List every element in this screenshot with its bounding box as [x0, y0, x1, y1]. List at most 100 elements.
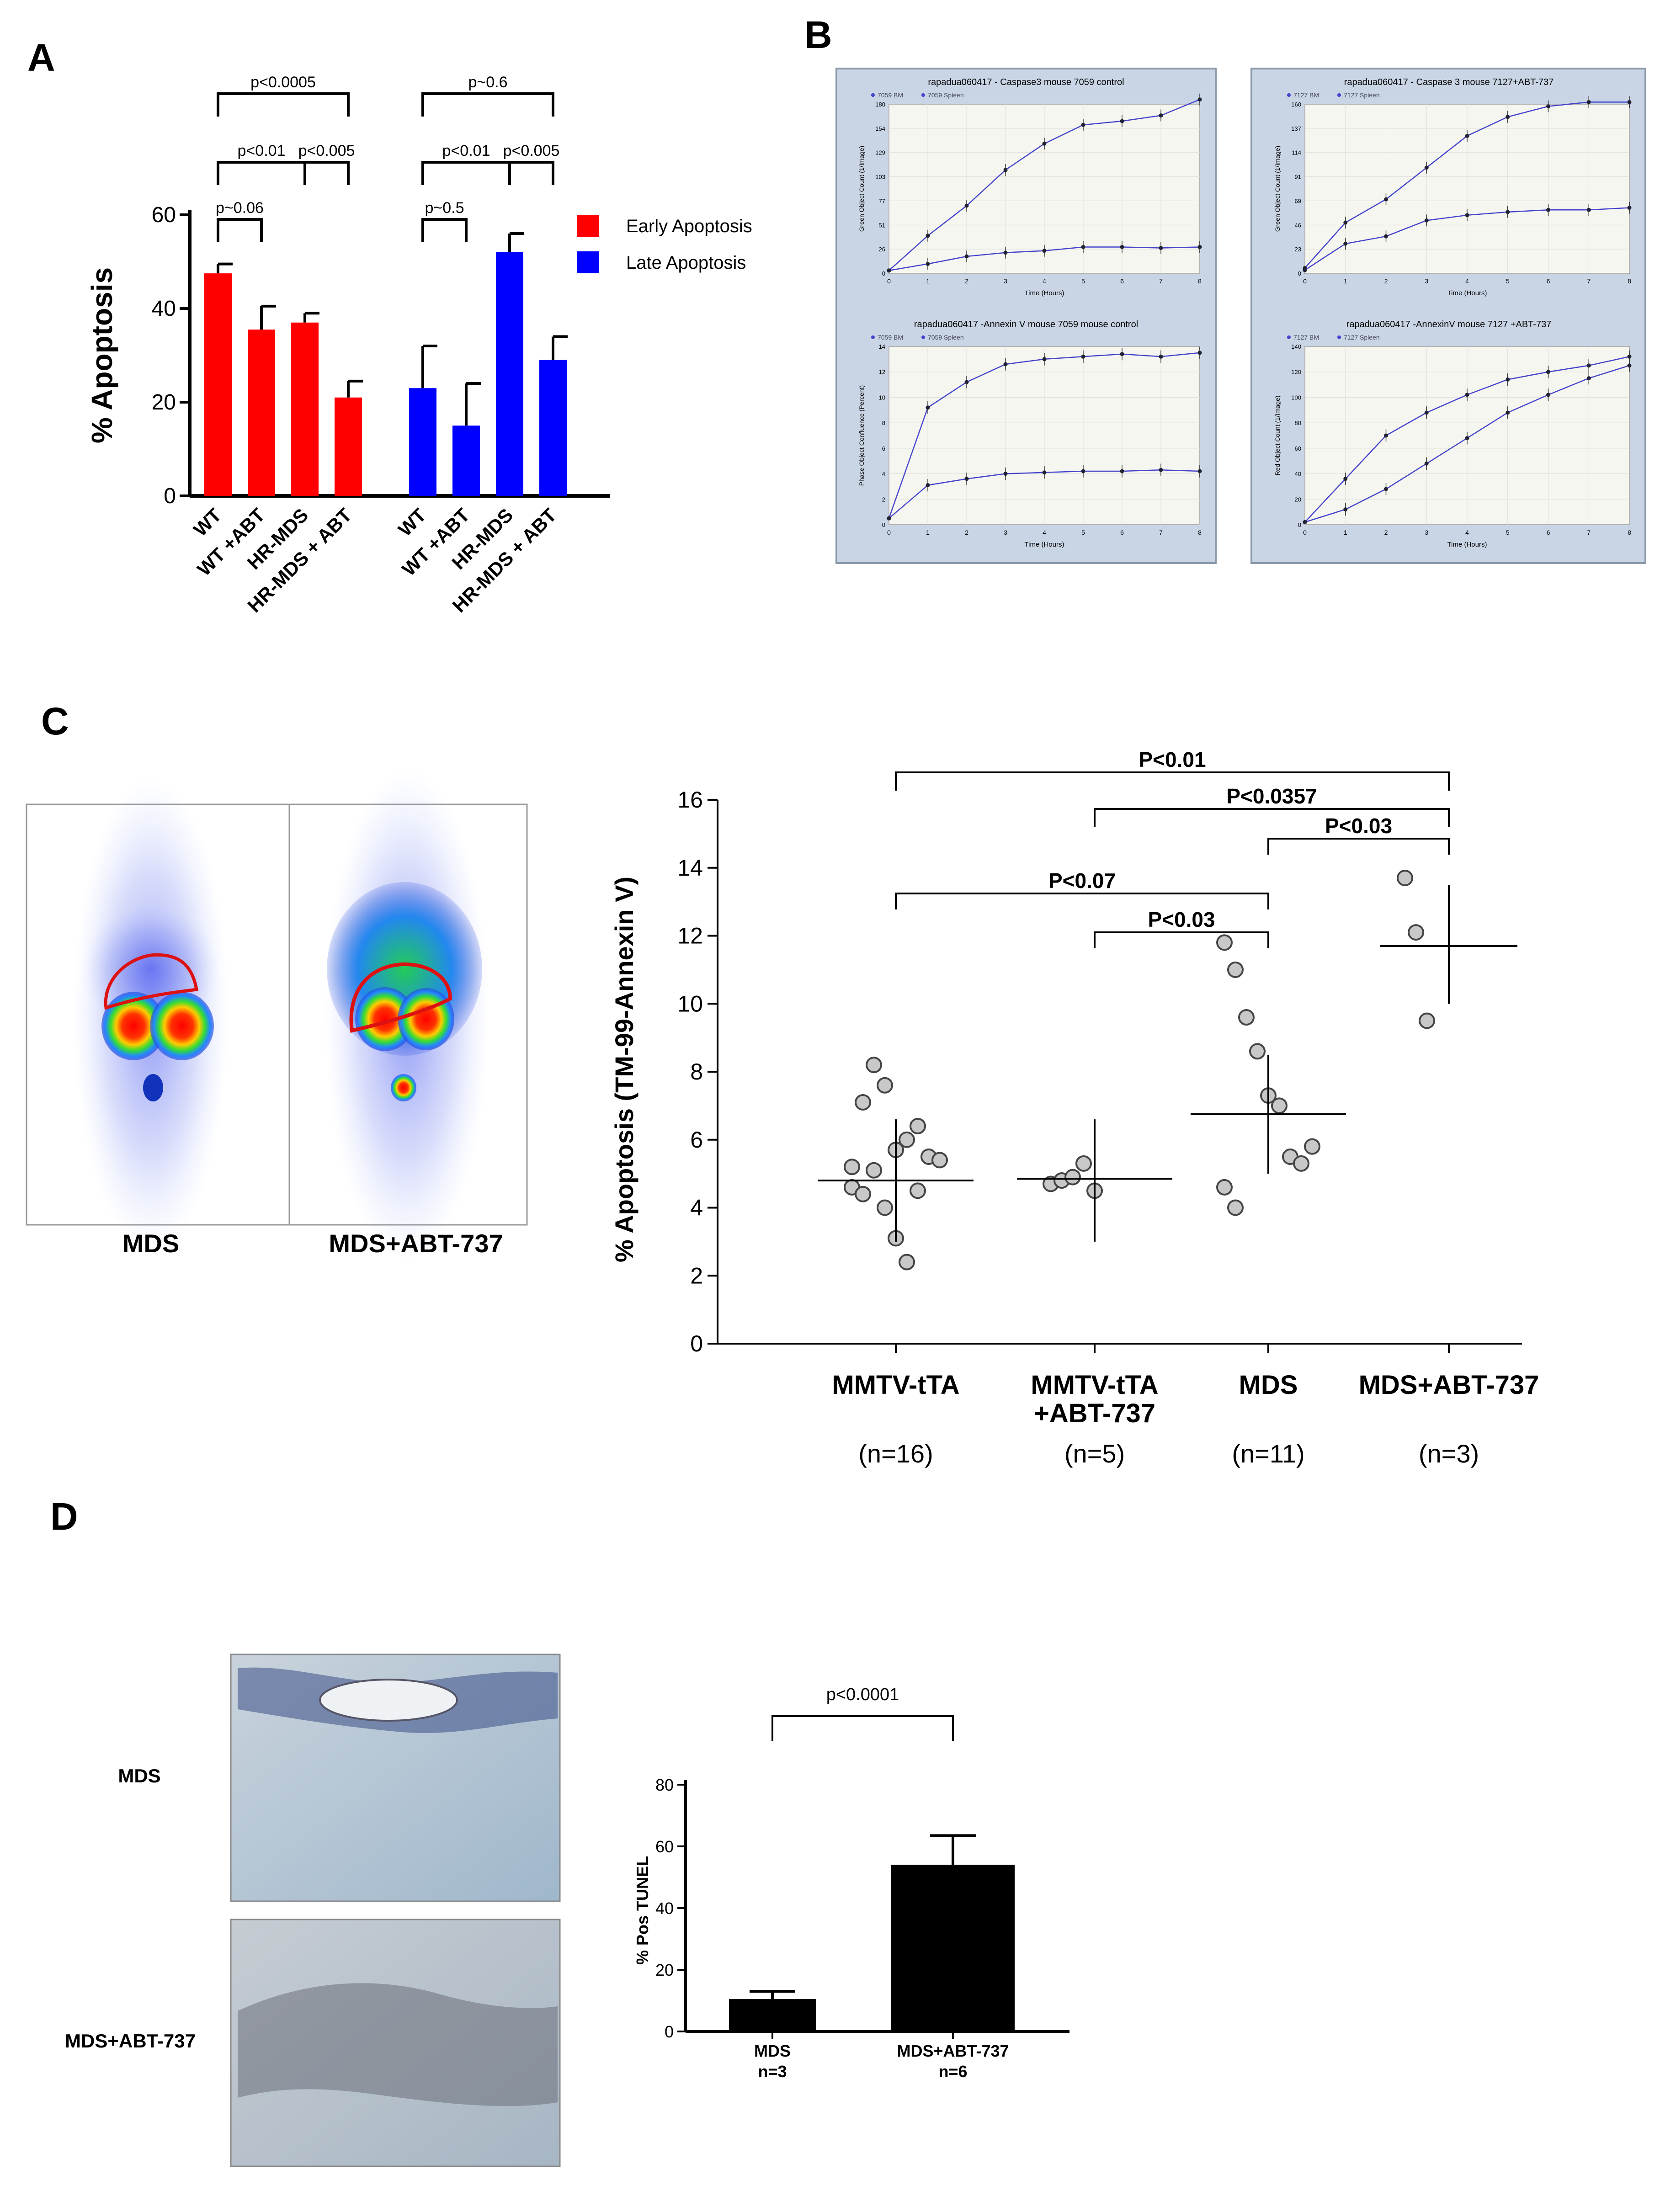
b-y-tick-label: 114: [1292, 149, 1301, 156]
a-legend-label: Late Apoptosis: [626, 253, 746, 273]
scan-mds-abt-kidney-left: [355, 987, 415, 1051]
b-y-tick-label: 154: [875, 125, 885, 132]
b-legend-label: 7059 BM: [878, 91, 903, 99]
b-data-point: [1546, 207, 1550, 212]
c-group-label: MDS+ABT-737: [1359, 1370, 1539, 1400]
b-x-tick-label: 3: [1425, 277, 1428, 285]
a-significance-bracket: [421, 161, 511, 185]
a-bar: [539, 360, 567, 496]
b-x-tick-label: 7: [1587, 277, 1591, 285]
c-group-label: +ABT-737: [1034, 1398, 1155, 1428]
a-p-value-label: p<0.01: [442, 142, 490, 160]
a-bar: [409, 388, 436, 496]
c-data-point: [910, 1182, 926, 1199]
b-y-tick-label: 180: [875, 101, 885, 108]
b-x-tick-label: 5: [1506, 529, 1510, 536]
b-x-tick-label: 6: [1120, 277, 1124, 285]
b-data-point: [1003, 472, 1008, 476]
d-p-value-label: p<0.0001: [826, 1685, 899, 1704]
b-x-tick-label: 7: [1159, 277, 1163, 285]
b-legend-marker: [921, 335, 925, 339]
b-data-point: [1506, 377, 1510, 382]
c-data-point: [1304, 1138, 1320, 1155]
b-data-point: [1465, 133, 1469, 138]
b-data-point: [1384, 433, 1388, 438]
d-y-tick-label: 60: [655, 1837, 674, 1856]
a-legend-swatch: [577, 215, 599, 237]
a-bar: [452, 425, 480, 496]
b-data-point: [1627, 206, 1632, 210]
b-data-point: [1465, 393, 1469, 397]
c-p-value-label: P<0.03: [1325, 814, 1392, 838]
b-data-point: [1003, 362, 1008, 367]
c-data-point: [1216, 1179, 1233, 1196]
b-y-tick-label: 14: [879, 343, 885, 350]
c-significance-bracket: [895, 893, 1269, 909]
b-x-tick-label: 4: [1043, 529, 1046, 536]
panel-d-chart: 0 20 40 60 80 % Pos TUNEL MDS n=3 MDS+ABT-737 n=6…: [633, 1685, 1069, 2081]
d-y-tick-label: 0: [665, 2022, 674, 2041]
histology-label-mds-abt: MDS+ABT-737: [65, 2030, 196, 2052]
b-data-point: [1042, 249, 1047, 253]
c-data-point: [1227, 961, 1244, 978]
b-data-point: [1081, 245, 1085, 249]
a-significance-bracket: [303, 161, 350, 185]
scan-mds-abt-kidney-right: [398, 988, 454, 1050]
a-p-value-label: p~0.6: [468, 74, 507, 91]
c-data-point: [1075, 1155, 1092, 1172]
a-significance-bracket: [217, 92, 350, 117]
b-legend-label: 7059 BM: [878, 334, 903, 341]
b-y-tick-label: 0: [1298, 270, 1301, 277]
b-data-point: [964, 380, 969, 384]
d-category-label: MDS: [754, 2042, 791, 2060]
b-data-point: [926, 261, 930, 266]
b-y-tick-label: 103: [875, 174, 885, 181]
b-x-tick-label: 6: [1547, 529, 1550, 536]
a-significance-bracket: [508, 161, 554, 185]
scan-mds-roi: [104, 953, 199, 1010]
c-y-tick-label: 8: [690, 1059, 703, 1085]
b-x-tick-label: 1: [1344, 529, 1347, 536]
c-group-n-label: (n=5): [1064, 1439, 1125, 1468]
a-significance-bracket: [421, 218, 468, 242]
b-x-tick-label: 1: [926, 529, 930, 536]
c-data-point: [1419, 1012, 1435, 1029]
c-p-value-label: P<0.03: [1148, 908, 1215, 931]
a-p-value-label: p<0.005: [298, 142, 355, 160]
panel-c-chart: 0 2 4 6 8 10 12 14 16 % Apoptosis (TM-99-Annexin …: [610, 748, 1539, 1468]
panel-d-histology: MDS MDS+ABT-737: [65, 1654, 561, 2167]
c-y-tick-label: 4: [690, 1195, 703, 1221]
c-data-point: [1293, 1155, 1309, 1172]
b-data-point: [1303, 268, 1307, 272]
b-y-tick-label: 8: [882, 420, 885, 426]
b-data-point: [1042, 141, 1047, 146]
b-x-axis-label: Time (Hours): [1025, 541, 1064, 548]
c-group-n-label: (n=16): [858, 1439, 933, 1468]
b-data-point: [887, 268, 891, 273]
d-category-label: MDS+ABT-737: [897, 2042, 1009, 2060]
b-subplot-title: rapadua060417 - Caspase3 mouse 7059 cont…: [928, 77, 1124, 87]
c-data-point: [1408, 924, 1424, 941]
b-x-tick-label: 2: [1384, 277, 1388, 285]
b-x-tick-label: 3: [1004, 277, 1007, 285]
b-legend-label: 7127 Spleen: [1344, 91, 1380, 99]
b-x-tick-label: 5: [1506, 277, 1510, 285]
a-y-tick-label: 40: [152, 297, 176, 321]
a-category-label: WT: [189, 504, 226, 541]
b-legend-marker: [1337, 93, 1341, 97]
b-data-point: [1586, 207, 1591, 212]
b-y-tick-label: 91: [1295, 174, 1301, 181]
a-p-value-label: p~0.06: [216, 199, 264, 217]
scan-mds-kidney-left: [101, 992, 165, 1060]
b-x-tick-label: 0: [887, 277, 891, 285]
b-legend-label: 7059 Spleen: [928, 91, 964, 99]
c-data-point: [855, 1186, 871, 1202]
b-y-tick-label: 23: [1295, 246, 1301, 253]
b-data-point: [1506, 210, 1510, 214]
b-data-point: [1159, 113, 1163, 118]
b-data-point: [1343, 507, 1348, 512]
b-data-point: [1343, 220, 1348, 225]
b-x-tick-label: 4: [1043, 277, 1046, 285]
a-p-value-label: p<0.0005: [250, 74, 316, 91]
